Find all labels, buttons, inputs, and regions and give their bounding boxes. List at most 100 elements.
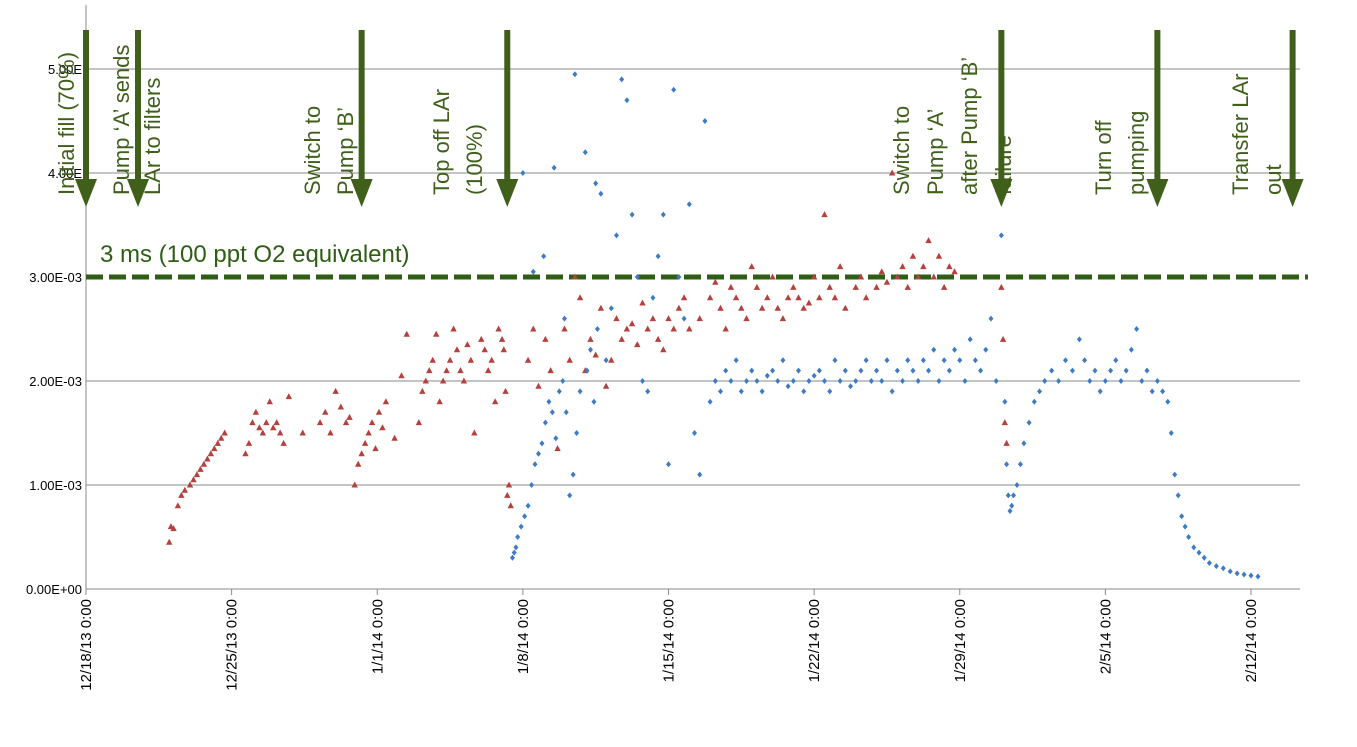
data-point — [868, 378, 874, 384]
data-point — [457, 367, 464, 374]
data-point — [941, 357, 947, 364]
data-point — [967, 336, 973, 343]
data-point — [946, 263, 953, 270]
data-point — [556, 388, 562, 395]
data-point — [502, 387, 509, 394]
data-point — [446, 356, 454, 363]
data-point — [299, 429, 306, 436]
data-point — [368, 419, 376, 426]
data-point — [769, 273, 776, 280]
data-point — [785, 383, 791, 390]
data-point — [727, 283, 735, 290]
annotation-arrow-head — [1281, 179, 1304, 207]
data-point — [1014, 482, 1020, 488]
data-point — [500, 346, 508, 353]
data-point — [1144, 367, 1150, 374]
data-point — [718, 388, 724, 395]
data-point — [654, 335, 662, 342]
blue-diamond-series — [509, 71, 1261, 580]
data-point — [280, 439, 287, 446]
y-tick-label: 0.00E+00 — [26, 582, 82, 597]
gridlines — [86, 68, 1300, 486]
data-point — [930, 273, 937, 280]
data-point — [351, 481, 358, 488]
data-point — [382, 398, 390, 405]
data-point — [842, 367, 848, 374]
data-point — [706, 294, 714, 301]
data-point — [811, 372, 817, 379]
data-point — [608, 305, 614, 312]
data-point — [732, 294, 740, 301]
data-point — [836, 263, 844, 270]
data-point — [852, 283, 859, 290]
data-point — [539, 440, 545, 447]
data-point — [925, 237, 932, 244]
data-point — [436, 398, 443, 405]
data-point — [613, 232, 619, 239]
data-point — [660, 346, 667, 353]
data-point — [1139, 378, 1145, 384]
data-point — [361, 439, 369, 446]
data-point — [712, 378, 718, 384]
data-point — [327, 429, 334, 436]
data-point — [1179, 513, 1185, 520]
data-point — [983, 346, 989, 353]
data-point — [432, 330, 440, 337]
data-point — [894, 273, 901, 280]
data-point — [675, 304, 683, 311]
data-point — [1118, 378, 1124, 384]
data-point — [214, 439, 221, 446]
data-point — [697, 471, 703, 478]
data-point — [1001, 419, 1009, 426]
data-point — [848, 383, 854, 390]
data-point — [439, 377, 447, 384]
data-point — [174, 502, 182, 509]
data-point — [999, 335, 1007, 342]
data-point — [478, 335, 485, 342]
data-point — [733, 357, 739, 364]
data-point — [816, 294, 823, 301]
data-point — [375, 408, 383, 415]
data-point — [1175, 492, 1181, 499]
data-point — [1160, 388, 1166, 395]
data-point — [572, 71, 578, 78]
data-point — [738, 388, 744, 395]
data-point — [1220, 565, 1226, 572]
data-point — [498, 335, 506, 342]
data-point — [905, 357, 911, 364]
annotation-label: Turn off pumping — [1091, 111, 1149, 195]
data-point — [316, 419, 324, 426]
data-point — [322, 408, 329, 415]
data-point — [245, 439, 253, 446]
annotation-arrow-head — [127, 179, 150, 207]
data-point — [464, 341, 471, 348]
data-point — [770, 367, 776, 374]
data-point — [728, 378, 734, 384]
data-point — [1009, 502, 1015, 509]
data-point — [542, 419, 548, 426]
data-point — [940, 283, 948, 290]
annotation-arrow-head — [350, 179, 373, 207]
x-tick-label: 2/5/14 0:00 — [1097, 599, 1114, 674]
data-point — [270, 424, 277, 431]
data-point — [507, 502, 514, 509]
data-point — [978, 367, 984, 374]
data-point — [821, 211, 828, 218]
data-point — [365, 429, 372, 436]
data-point — [816, 367, 822, 374]
annotation-label: Transfer LAr out — [1228, 67, 1286, 195]
data-point — [806, 378, 812, 384]
data-point — [680, 294, 688, 301]
data-point — [692, 430, 698, 436]
data-point — [391, 434, 398, 441]
data-point — [857, 273, 865, 280]
data-point — [1021, 440, 1027, 447]
data-point — [1007, 508, 1013, 514]
data-point — [592, 351, 599, 358]
data-point — [285, 393, 293, 400]
data-point — [541, 253, 547, 260]
annotation: Pump ‘A’ sends LAr to filters — [109, 30, 165, 207]
data-point — [936, 378, 942, 384]
annotation: Switch to Pump ‘A’ after Pump ‘B’ failur… — [889, 30, 1016, 207]
data-point — [563, 409, 569, 416]
